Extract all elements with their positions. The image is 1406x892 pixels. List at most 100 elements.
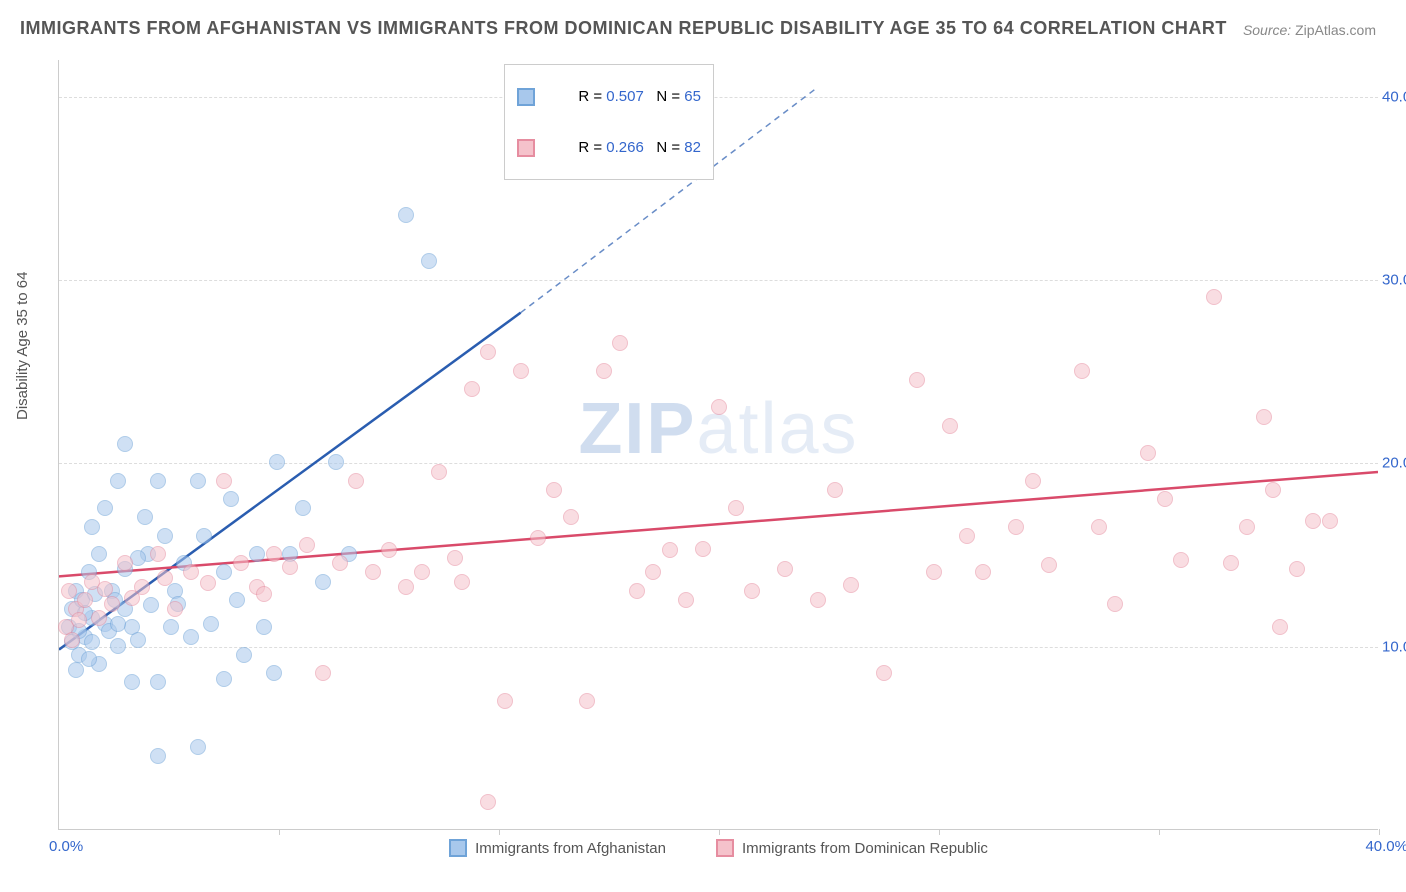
data-point-dominican: [464, 381, 480, 397]
data-point-afghanistan: [256, 619, 272, 635]
source-credit: Source: ZipAtlas.com: [1243, 22, 1376, 38]
data-point-afghanistan: [216, 671, 232, 687]
data-point-dominican: [97, 581, 113, 597]
data-point-dominican: [348, 473, 364, 489]
data-point-afghanistan: [97, 500, 113, 516]
data-point-dominican: [629, 583, 645, 599]
data-point-dominican: [1074, 363, 1090, 379]
data-point-dominican: [1305, 513, 1321, 529]
data-point-afghanistan: [203, 616, 219, 632]
data-point-dominican: [810, 592, 826, 608]
data-point-dominican: [150, 546, 166, 562]
legend-text-afghanistan: R = 0.507 N = 65: [545, 71, 701, 122]
data-point-dominican: [959, 528, 975, 544]
swatch-dominican: [517, 139, 535, 157]
data-point-dominican: [315, 665, 331, 681]
data-point-afghanistan: [266, 665, 282, 681]
data-point-afghanistan: [295, 500, 311, 516]
data-point-afghanistan: [68, 662, 84, 678]
chart-title: IMMIGRANTS FROM AFGHANISTAN VS IMMIGRANT…: [20, 18, 1227, 39]
data-point-dominican: [876, 665, 892, 681]
data-point-dominican: [711, 399, 727, 415]
data-point-dominican: [695, 541, 711, 557]
data-point-afghanistan: [398, 207, 414, 223]
swatch-afghanistan: [517, 88, 535, 106]
data-point-afghanistan: [117, 436, 133, 452]
data-point-afghanistan: [216, 564, 232, 580]
data-point-afghanistan: [110, 616, 126, 632]
data-point-dominican: [563, 509, 579, 525]
data-point-dominican: [431, 464, 447, 480]
series-label-dominican: Immigrants from Dominican Republic: [742, 840, 988, 857]
y-tick-label: 20.0%: [1382, 455, 1406, 472]
data-point-dominican: [1173, 552, 1189, 568]
data-point-dominican: [530, 530, 546, 546]
data-point-dominican: [728, 500, 744, 516]
data-point-dominican: [777, 561, 793, 577]
legend-item-dominican: Immigrants from Dominican Republic: [716, 839, 988, 857]
data-point-dominican: [77, 592, 93, 608]
data-point-dominican: [1256, 409, 1272, 425]
data-point-dominican: [480, 344, 496, 360]
series-legend: Immigrants from Afghanistan Immigrants f…: [59, 839, 1378, 857]
data-point-afghanistan: [110, 473, 126, 489]
data-point-afghanistan: [81, 651, 97, 667]
data-point-afghanistan: [143, 597, 159, 613]
swatch-dominican-bottom: [716, 839, 734, 857]
data-point-dominican: [827, 482, 843, 498]
data-point-afghanistan: [150, 748, 166, 764]
data-point-dominican: [1272, 619, 1288, 635]
data-point-dominican: [1140, 445, 1156, 461]
data-point-dominican: [579, 693, 595, 709]
data-point-dominican: [61, 583, 77, 599]
data-point-dominican: [1223, 555, 1239, 571]
chart-plot-area: ZIPatlas 10.0%20.0%30.0%40.0% R = 0.507 …: [58, 60, 1378, 830]
data-point-dominican: [926, 564, 942, 580]
data-point-dominican: [266, 546, 282, 562]
data-point-dominican: [282, 559, 298, 575]
data-point-afghanistan: [315, 574, 331, 590]
legend-row-afghanistan: R = 0.507 N = 65: [517, 71, 701, 122]
data-point-dominican: [1206, 289, 1222, 305]
data-point-dominican: [398, 579, 414, 595]
data-point-afghanistan: [130, 632, 146, 648]
data-point-afghanistan: [229, 592, 245, 608]
data-point-dominican: [117, 555, 133, 571]
data-point-afghanistan: [269, 454, 285, 470]
data-point-dominican: [1289, 561, 1305, 577]
data-point-dominican: [365, 564, 381, 580]
data-point-dominican: [678, 592, 694, 608]
data-point-dominican: [71, 612, 87, 628]
data-point-dominican: [513, 363, 529, 379]
source-value: ZipAtlas.com: [1295, 22, 1376, 38]
data-point-dominican: [662, 542, 678, 558]
data-point-dominican: [1025, 473, 1041, 489]
data-point-dominican: [1239, 519, 1255, 535]
data-point-afghanistan: [183, 629, 199, 645]
data-point-afghanistan: [157, 528, 173, 544]
data-point-dominican: [1041, 557, 1057, 573]
data-point-dominican: [942, 418, 958, 434]
data-point-afghanistan: [124, 674, 140, 690]
data-point-dominican: [1008, 519, 1024, 535]
data-point-dominican: [454, 574, 470, 590]
data-point-dominican: [299, 537, 315, 553]
data-point-dominican: [447, 550, 463, 566]
data-point-dominican: [183, 564, 199, 580]
data-point-afghanistan: [190, 473, 206, 489]
legend-text-dominican: R = 0.266 N = 82: [545, 122, 701, 173]
data-point-dominican: [596, 363, 612, 379]
data-point-afghanistan: [84, 519, 100, 535]
data-point-dominican: [414, 564, 430, 580]
legend-item-afghanistan: Immigrants from Afghanistan: [449, 839, 666, 857]
data-point-dominican: [1091, 519, 1107, 535]
data-point-dominican: [909, 372, 925, 388]
data-point-afghanistan: [110, 638, 126, 654]
data-point-afghanistan: [150, 473, 166, 489]
data-point-dominican: [233, 555, 249, 571]
data-point-afghanistan: [328, 454, 344, 470]
data-point-dominican: [381, 542, 397, 558]
data-point-dominican: [1322, 513, 1338, 529]
data-point-afghanistan: [236, 647, 252, 663]
data-point-dominican: [104, 596, 120, 612]
